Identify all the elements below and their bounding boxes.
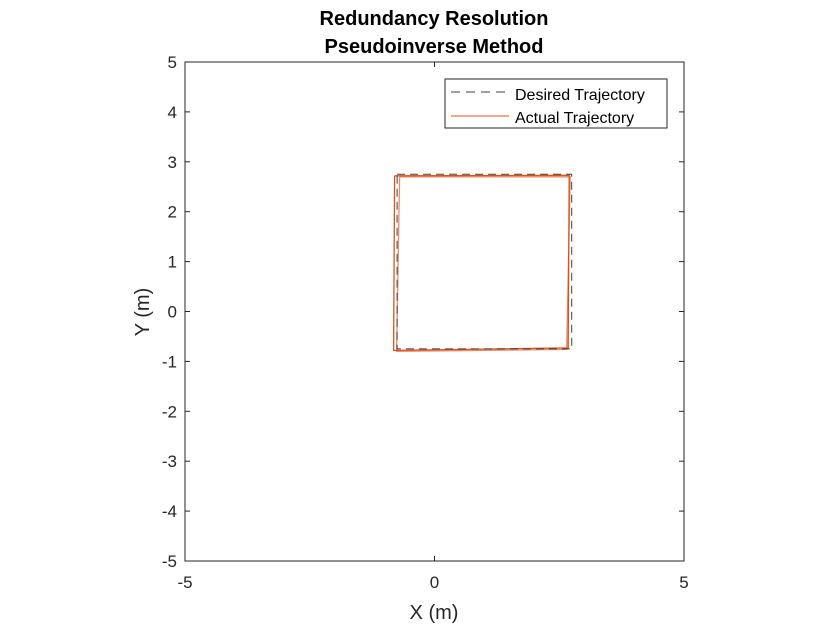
legend-label-actual: Actual Trajectory (515, 110, 634, 127)
actual-trajectory-line (392, 174, 570, 352)
axis-ticks: -5 0 5 -5 -4 -3 -2 -1 0 1 2 3 4 5 (162, 53, 689, 592)
y-tick-label: -3 (162, 452, 177, 471)
y-tick-label: 1 (168, 253, 177, 272)
x-tick-label: -5 (177, 573, 192, 592)
y-tick-label: -4 (162, 502, 177, 521)
y-tick-label: 5 (168, 53, 177, 72)
y-tick-label: -1 (162, 352, 177, 371)
legend-box (444, 78, 668, 129)
chart-title-line-2: Pseudoinverse Method (325, 36, 544, 58)
y-tick-label: 2 (168, 203, 177, 222)
x-tick-label: 0 (430, 573, 439, 592)
x-tick-label: 5 (679, 573, 688, 592)
series-group (392, 173, 573, 353)
y-tick-label: -2 (162, 402, 177, 421)
plot-area (184, 61, 685, 562)
chart-title-line-1: Redundancy Resolution (320, 8, 549, 30)
y-tick-label: 0 (168, 303, 177, 322)
legend-label-desired: Desired Trajectory (515, 87, 645, 104)
y-axis-label: Y (m) (132, 288, 154, 337)
x-axis-label: X (m) (410, 602, 459, 624)
y-tick-label: 3 (168, 153, 177, 172)
legend: Desired Trajectory Actual Trajectory (444, 78, 668, 129)
y-tick-label: -5 (162, 552, 177, 571)
y-tick-label: 4 (168, 103, 177, 122)
